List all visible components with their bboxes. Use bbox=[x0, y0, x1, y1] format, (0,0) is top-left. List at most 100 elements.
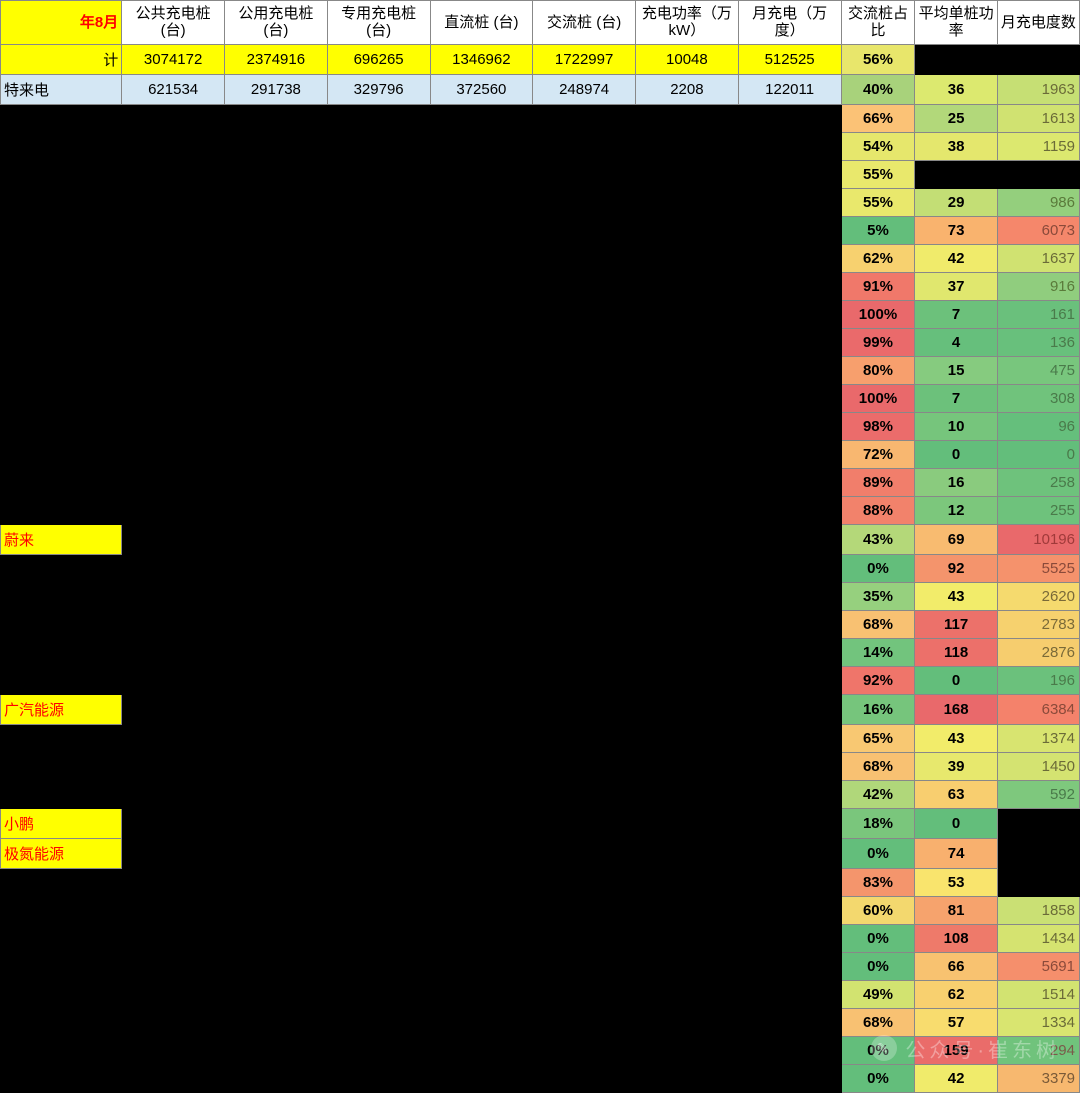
blackout-cell bbox=[327, 132, 430, 160]
blackout-cell bbox=[738, 160, 841, 188]
blackout-cell bbox=[1, 666, 122, 694]
blackout-cell bbox=[738, 496, 841, 524]
blackout-cell bbox=[327, 638, 430, 666]
blackout-cell bbox=[738, 554, 841, 582]
blackout-cell bbox=[636, 440, 739, 468]
blackout-cell bbox=[738, 132, 841, 160]
blackout-cell bbox=[225, 694, 328, 724]
blackout-cell bbox=[225, 980, 328, 1008]
blackout-cell bbox=[430, 980, 533, 1008]
ac-ratio-cell: 0% bbox=[841, 554, 915, 582]
ac-ratio-cell: 16% bbox=[841, 694, 915, 724]
ac-ratio-cell: 62% bbox=[841, 244, 915, 272]
row-name: 小鹏 bbox=[1, 808, 122, 838]
monthly-kwh-cell: 0 bbox=[997, 440, 1079, 468]
blackout-cell bbox=[327, 496, 430, 524]
blackout-cell bbox=[1, 384, 122, 412]
avg-power-cell: 92 bbox=[915, 554, 997, 582]
blackout-cell bbox=[327, 868, 430, 896]
blackout-cell bbox=[636, 838, 739, 868]
blackout-cell bbox=[533, 412, 636, 440]
blackout-cell bbox=[122, 1008, 225, 1036]
monthly-kwh-cell: 308 bbox=[997, 384, 1079, 412]
blackout-cell bbox=[430, 666, 533, 694]
ac-ratio-cell: 14% bbox=[841, 638, 915, 666]
avg-power-cell: 25 bbox=[915, 104, 997, 132]
blackout-cell bbox=[533, 244, 636, 272]
blackout-cell bbox=[225, 1064, 328, 1092]
blackout-cell bbox=[738, 244, 841, 272]
blackout-cell bbox=[225, 752, 328, 780]
blackout-cell bbox=[225, 384, 328, 412]
blackout-cell bbox=[1, 300, 122, 328]
blackout-cell bbox=[1, 638, 122, 666]
avg-power-cell: 38 bbox=[915, 132, 997, 160]
blackout-cell bbox=[1, 132, 122, 160]
avg-power-cell: 69 bbox=[915, 524, 997, 554]
blackout-cell bbox=[430, 896, 533, 924]
monthly-kwh-cell: 2876 bbox=[997, 638, 1079, 666]
monthly-kwh-cell: 1637 bbox=[997, 244, 1079, 272]
table-row: 0%1081434 bbox=[1, 924, 1080, 952]
blackout-cell bbox=[636, 868, 739, 896]
blackout-cell bbox=[533, 952, 636, 980]
col-header: 直流桩 (台) bbox=[430, 1, 533, 45]
blackout-cell bbox=[122, 300, 225, 328]
blackout-cell bbox=[430, 384, 533, 412]
blackout-cell bbox=[122, 412, 225, 440]
blackout-cell bbox=[430, 952, 533, 980]
blackout-cell bbox=[636, 952, 739, 980]
blackout-cell bbox=[738, 694, 841, 724]
blackout-cell bbox=[122, 468, 225, 496]
blackout-cell bbox=[533, 610, 636, 638]
blackout-cell bbox=[430, 868, 533, 896]
blackout-cell bbox=[430, 1008, 533, 1036]
blackout-cell bbox=[533, 300, 636, 328]
blackout-cell bbox=[636, 216, 739, 244]
blackout-cell bbox=[430, 356, 533, 384]
blackout-cell bbox=[225, 468, 328, 496]
ac-ratio-cell: 99% bbox=[841, 328, 915, 356]
blackout-cell bbox=[225, 440, 328, 468]
avg-power-cell: 0 bbox=[915, 666, 997, 694]
blackout-cell bbox=[122, 160, 225, 188]
value-cell: 329796 bbox=[327, 74, 430, 104]
blackout-cell bbox=[225, 666, 328, 694]
col-header: 公共充电桩 (台) bbox=[122, 1, 225, 45]
blackout-cell bbox=[636, 1064, 739, 1092]
blackout-cell bbox=[533, 638, 636, 666]
blackout-cell bbox=[430, 1064, 533, 1092]
blackout-cell bbox=[738, 952, 841, 980]
table-row: 65%431374 bbox=[1, 724, 1080, 752]
blackout-cell bbox=[122, 638, 225, 666]
monthly-kwh-cell bbox=[997, 868, 1079, 896]
value-cell: 2208 bbox=[636, 74, 739, 104]
blackout-cell bbox=[225, 272, 328, 300]
avg-power-cell: 108 bbox=[915, 924, 997, 952]
blackout-cell bbox=[533, 780, 636, 808]
table-row: 小鹏18%0 bbox=[1, 808, 1080, 838]
blackout-cell bbox=[225, 216, 328, 244]
monthly-kwh-cell: 475 bbox=[997, 356, 1079, 384]
blackout-cell bbox=[636, 582, 739, 610]
blackout-cell bbox=[430, 440, 533, 468]
blackout-cell bbox=[636, 780, 739, 808]
blackout-cell bbox=[327, 1064, 430, 1092]
row-name: 广汽能源 bbox=[1, 694, 122, 724]
value-cell: 372560 bbox=[430, 74, 533, 104]
table-row: 68%391450 bbox=[1, 752, 1080, 780]
blackout-cell bbox=[327, 724, 430, 752]
blackout-cell bbox=[738, 1036, 841, 1064]
ac-ratio-cell: 49% bbox=[841, 980, 915, 1008]
blackout-cell bbox=[225, 300, 328, 328]
avg-power-cell: 74 bbox=[915, 838, 997, 868]
blackout-cell bbox=[738, 104, 841, 132]
blackout-cell bbox=[1, 554, 122, 582]
monthly-kwh-cell: 10196 bbox=[997, 524, 1079, 554]
blackout-cell bbox=[1, 1008, 122, 1036]
blackout-cell bbox=[327, 244, 430, 272]
ac-ratio-cell: 100% bbox=[841, 300, 915, 328]
blackout-cell bbox=[1, 610, 122, 638]
blackout-cell bbox=[122, 582, 225, 610]
ac-ratio-cell: 18% bbox=[841, 808, 915, 838]
